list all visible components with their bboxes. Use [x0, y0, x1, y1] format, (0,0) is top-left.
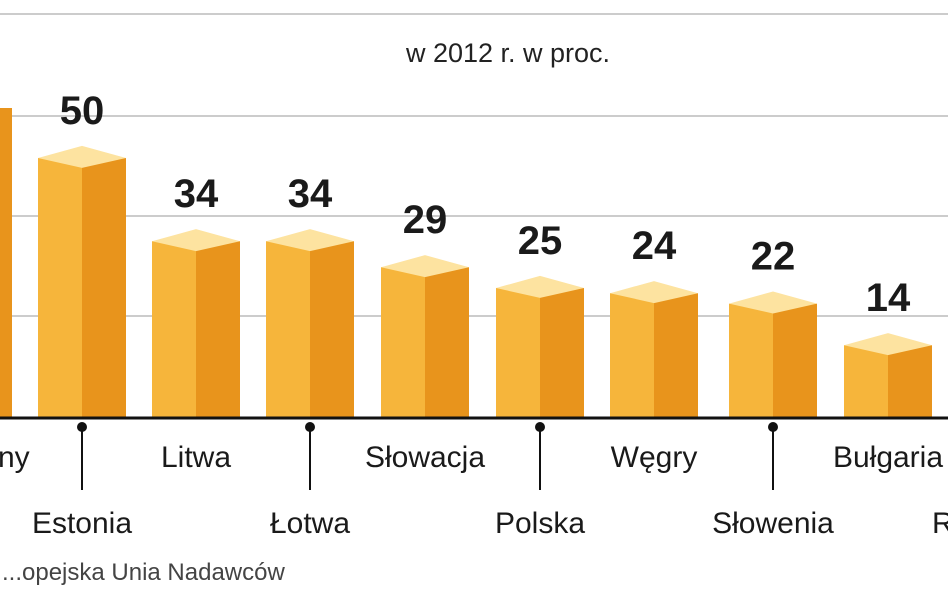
bar-front	[266, 241, 310, 418]
category-labels: Estonia Litwa Łotwa Słowacja Polska Węgry Słow…	[0, 422, 948, 540]
category-label-3: Łotwa	[270, 507, 350, 540]
bar-side	[310, 241, 354, 418]
bar-7	[729, 291, 817, 418]
category-label-8: Bułgaria	[833, 441, 943, 474]
bars	[0, 108, 932, 418]
category-label-5: Polska	[495, 507, 585, 540]
bar-8	[844, 333, 932, 418]
bar-4	[381, 255, 469, 418]
bar-top	[610, 281, 698, 304]
category-label-cropped-right: R	[932, 507, 948, 540]
bar-top	[381, 255, 469, 278]
value-label-7: 22	[751, 235, 796, 279]
category-label-4: Słowacja	[365, 441, 485, 474]
bar-side	[888, 345, 932, 418]
bar-5	[496, 275, 584, 418]
value-label-6: 24	[632, 224, 677, 268]
category-label-2: Litwa	[161, 441, 231, 474]
bar-side	[196, 241, 240, 418]
chart-subtitle: w 2012 r. w proc.	[405, 38, 610, 68]
value-label-1: 50	[60, 89, 105, 133]
category-label-7: Słowenia	[712, 507, 834, 540]
category-label-cropped-left: ny	[0, 441, 30, 474]
value-label-3: 34	[288, 172, 333, 216]
bar-cropped-left	[0, 108, 12, 418]
bar-side	[540, 288, 584, 418]
bar-front	[729, 303, 773, 418]
value-label-5: 25	[518, 219, 563, 263]
source-note: ...opejska Unia Nadawców	[2, 559, 285, 586]
category-label-6: Węgry	[611, 441, 698, 474]
bar-front	[381, 267, 425, 418]
bar-front	[38, 158, 82, 418]
bar-top	[729, 291, 817, 314]
bar-2	[152, 229, 240, 418]
bar-front	[610, 293, 654, 418]
bar-side	[82, 158, 126, 418]
bar-6	[610, 281, 698, 418]
value-label-2: 34	[174, 172, 219, 216]
value-labels: 50 34 34 29 25 24 22 14	[60, 89, 911, 320]
bar-1	[38, 145, 126, 418]
bar-front	[496, 288, 540, 418]
category-label-1: Estonia	[32, 507, 132, 540]
bar-side	[425, 267, 469, 418]
bar-top	[266, 229, 354, 252]
value-label-8: 14	[866, 276, 911, 320]
bar-front	[844, 345, 888, 418]
bar-front	[152, 241, 196, 418]
bar-top	[844, 333, 932, 356]
value-label-4: 29	[403, 198, 448, 242]
bar-top	[496, 275, 584, 298]
bar-side	[654, 293, 698, 418]
bar-side	[773, 303, 817, 418]
bar-top	[38, 145, 126, 168]
bar-top	[152, 229, 240, 252]
bar-3	[266, 229, 354, 418]
